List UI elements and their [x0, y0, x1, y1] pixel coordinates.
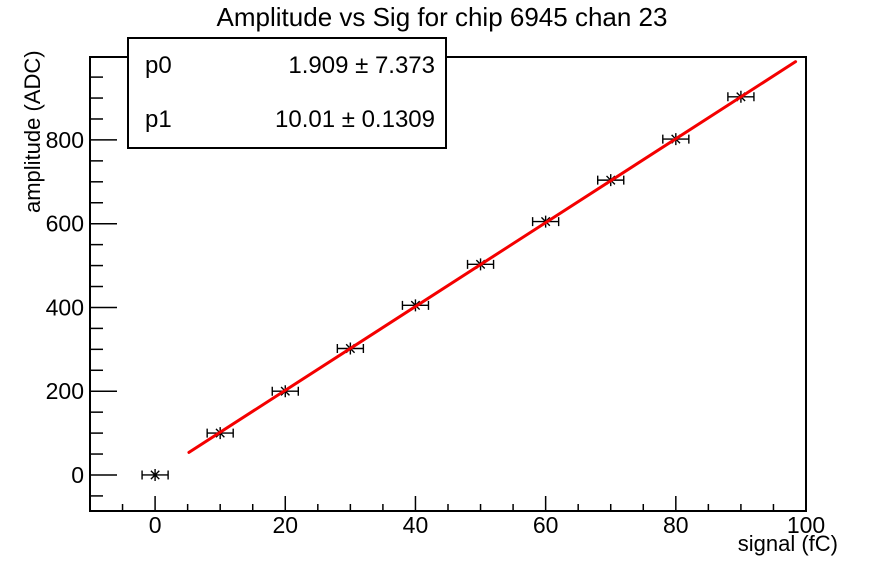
fit-param-name: p1	[145, 106, 172, 133]
y-axis-title: amplitude (ADC)	[20, 50, 45, 213]
y-tick-label: 200	[46, 378, 84, 404]
fit-line	[187, 60, 798, 454]
x-tick-label: 60	[533, 512, 559, 538]
x-tick-label: 0	[149, 512, 162, 538]
stats-row-p0: p0 1.909 ± 7.373	[129, 53, 445, 79]
y-tick-label: 800	[46, 127, 84, 153]
y-tick-label: 400	[46, 294, 84, 320]
fit-stats-box: p0 1.909 ± 7.373 p1 10.01 ± 0.1309	[127, 37, 447, 149]
y-tick-label: 0	[71, 462, 84, 488]
data-point	[141, 468, 169, 481]
fit-param-value: 1.909 ± 7.373	[288, 52, 435, 79]
chart-title: Amplitude vs Sig for chip 6945 chan 23	[216, 2, 668, 32]
x-tick-label: 20	[272, 512, 298, 538]
tick-labels: 0 20 40 60 80 100 0 200 400 600 800	[46, 127, 826, 538]
x-tick-label: 80	[663, 512, 689, 538]
x-axis-title: signal (fC)	[737, 531, 838, 556]
stats-row-p1: p1 10.01 ± 0.1309	[129, 107, 445, 133]
fit-param-name: p0	[145, 52, 172, 79]
y-tick-label: 600	[46, 211, 84, 237]
x-tick-label: 40	[403, 512, 429, 538]
plot-frame	[89, 56, 807, 512]
x-tick-label: 100	[787, 512, 825, 538]
fit-param-value: 10.01 ± 0.1309	[275, 106, 435, 133]
